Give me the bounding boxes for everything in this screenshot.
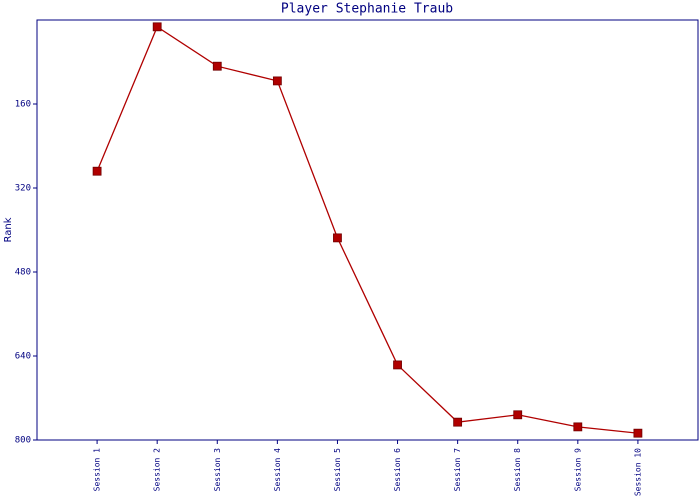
x-tick-label: Session 10 (633, 448, 642, 496)
data-point (92, 166, 102, 176)
y-axis-label: Rank (3, 217, 14, 242)
x-tick-label: Session 1 (93, 448, 102, 492)
series-line (96, 25, 638, 434)
x-tick-label: Session 8 (513, 448, 522, 492)
y-tick-label: 160 (15, 100, 31, 110)
x-tick-label: Session 2 (153, 448, 162, 492)
data-point (333, 233, 342, 243)
data-point (152, 22, 162, 32)
y-tick-label: 800 (15, 436, 31, 446)
x-tick-label: Session 9 (573, 448, 582, 492)
x-tick-label: Session 4 (273, 448, 282, 492)
data-point (513, 410, 523, 420)
x-tick-label: Session 3 (213, 448, 222, 492)
plot-frame (36, 19, 699, 441)
data-point (393, 360, 402, 370)
x-tick-label: Session 7 (453, 448, 462, 492)
x-tick-label: Session 5 (333, 448, 342, 492)
data-point (272, 76, 282, 86)
data-point (212, 61, 222, 71)
x-tick-label: Session 6 (393, 448, 402, 492)
y-tick-label: 640 (15, 352, 31, 362)
data-point (573, 422, 583, 432)
y-tick-label: 480 (15, 268, 31, 278)
y-tick-label: 320 (15, 184, 31, 194)
data-point (453, 417, 463, 427)
data-point (633, 428, 643, 438)
chart-title: Player Stephanie Traub (281, 2, 453, 17)
